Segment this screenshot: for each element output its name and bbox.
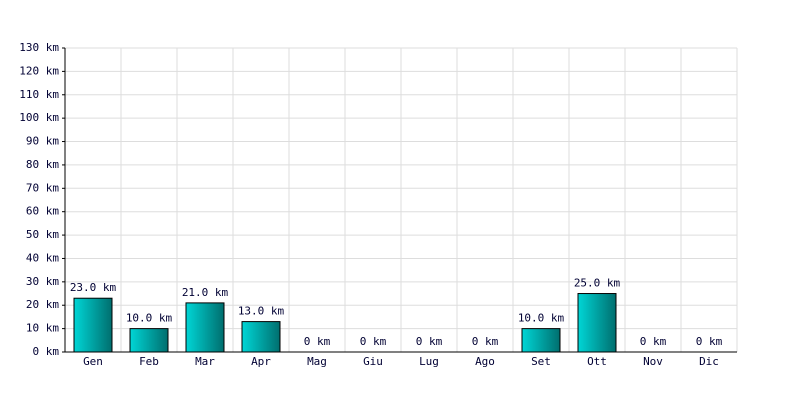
y-tick-label: 80 km	[26, 158, 59, 171]
value-label: 0 km	[696, 335, 723, 348]
value-label: 0 km	[360, 335, 387, 348]
y-tick-label: 130 km	[19, 41, 59, 54]
x-tick-label: Giu	[363, 355, 383, 368]
x-tick-label: Nov	[643, 355, 663, 368]
x-tick-label: Dic	[699, 355, 719, 368]
x-tick-label: Gen	[83, 355, 103, 368]
y-tick-label: 90 km	[26, 135, 59, 148]
x-tick-label: Set	[531, 355, 551, 368]
y-tick-label: 60 km	[26, 205, 59, 218]
bar	[73, 297, 113, 353]
value-label: 0 km	[416, 335, 443, 348]
x-tick-label: Mar	[195, 355, 215, 368]
bar	[129, 328, 169, 353]
value-label: 0 km	[640, 335, 667, 348]
y-tick-label: 40 km	[26, 251, 59, 264]
bar	[521, 328, 561, 353]
x-tick-label: Ott	[587, 355, 607, 368]
bar	[241, 321, 281, 353]
value-label: 0 km	[472, 335, 499, 348]
y-tick-label: 10 km	[26, 322, 59, 335]
x-tick-label: Mag	[307, 355, 327, 368]
bar	[577, 293, 617, 353]
y-tick-label: 30 km	[26, 275, 59, 288]
y-tick-label: 70 km	[26, 181, 59, 194]
x-tick-label: Lug	[419, 355, 439, 368]
value-label: 25.0 km	[574, 277, 621, 290]
value-label: 21.0 km	[182, 286, 229, 299]
y-tick-label: 100 km	[19, 111, 59, 124]
y-tick-label: 110 km	[19, 88, 59, 101]
y-tick-label: 20 km	[26, 298, 59, 311]
bar	[185, 302, 225, 353]
value-label: 10.0 km	[518, 312, 565, 325]
value-label: 13.0 km	[238, 305, 285, 318]
x-tick-label: Ago	[475, 355, 495, 368]
y-tick-label: 120 km	[19, 64, 59, 77]
value-label: 0 km	[304, 335, 331, 348]
y-tick-label: 0 km	[33, 345, 60, 358]
value-label: 23.0 km	[70, 281, 117, 294]
x-tick-label: Feb	[139, 355, 159, 368]
value-label: 10.0 km	[126, 312, 173, 325]
y-tick-label: 50 km	[26, 228, 59, 241]
x-tick-label: Apr	[251, 355, 271, 368]
